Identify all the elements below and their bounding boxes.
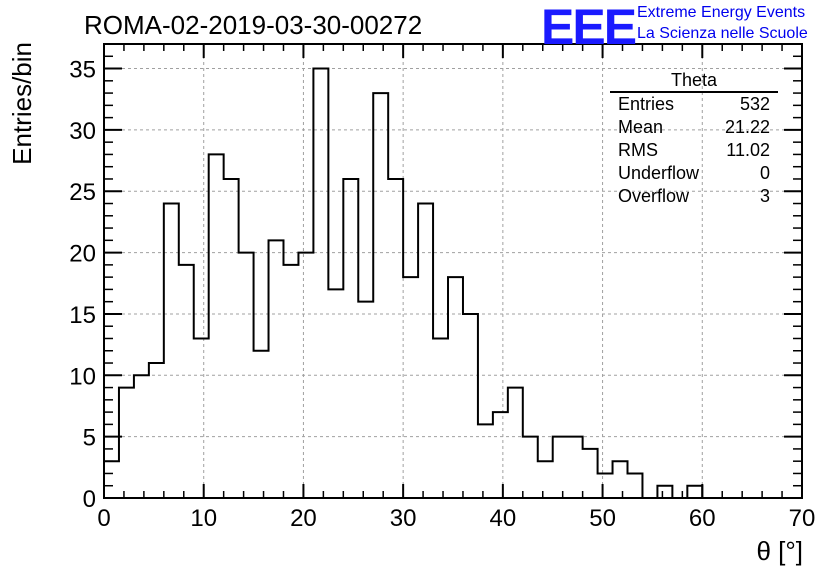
y-tick-label: 20 — [69, 241, 96, 268]
stats-box: Theta Entries 532 Mean 21.22 RMS 11.02 U… — [610, 70, 778, 208]
stats-row-underflow: Underflow 0 — [610, 162, 778, 185]
x-tick-label: 30 — [390, 505, 417, 532]
run-title: ROMA-02-2019-03-30-00272 — [84, 10, 423, 40]
x-tick-label: 70 — [789, 505, 816, 532]
y-tick-label: 10 — [69, 363, 96, 390]
stats-label: RMS — [618, 140, 658, 160]
stats-row-rms: RMS 11.02 — [610, 139, 778, 162]
stats-title: Theta — [610, 70, 778, 93]
stats-value: 11.02 — [726, 140, 770, 160]
histogram-step-line — [103, 67, 793, 499]
y-axis-label: Entries/bin — [7, 42, 37, 165]
stats-label: Mean — [618, 117, 664, 137]
x-tick-label: 60 — [689, 505, 716, 532]
y-tick-label: 5 — [83, 425, 96, 452]
plot-frame — [103, 43, 803, 499]
x-tick-label: 10 — [190, 505, 217, 532]
x-tick-label: 50 — [589, 505, 616, 532]
stats-label: Entries — [618, 94, 675, 114]
y-tick-label: 15 — [69, 302, 96, 329]
axis-ticks — [103, 43, 803, 499]
y-tick-label: 30 — [69, 118, 96, 145]
stats-value: 0 — [759, 163, 770, 183]
stats-label: Overflow — [618, 186, 690, 206]
x-tick-label: 40 — [490, 505, 517, 532]
stats-row-mean: Mean 21.22 — [610, 116, 778, 139]
x-tick-label: 0 — [97, 505, 110, 532]
logo-caption-line1: Extreme Energy Events — [637, 4, 806, 21]
stats-value: 3 — [759, 186, 770, 206]
stats-label: Underflow — [618, 163, 700, 183]
eee-logo: EEE — [541, 0, 637, 55]
stats-row-overflow: Overflow 3 — [610, 185, 778, 208]
y-tick-label: 0 — [83, 486, 96, 513]
x-axis-label: θ [°] — [756, 536, 803, 566]
x-tick-label: 20 — [290, 505, 317, 532]
logo-caption-line2: La Scienza nelle Scuole — [637, 25, 808, 42]
stats-value: 532 — [739, 94, 770, 114]
grid-lines — [104, 44, 802, 498]
y-tick-label: 35 — [69, 57, 96, 84]
stats-value: 21.22 — [724, 117, 770, 137]
y-tick-label: 25 — [69, 179, 96, 206]
stats-row-entries: Entries 532 — [610, 93, 778, 116]
